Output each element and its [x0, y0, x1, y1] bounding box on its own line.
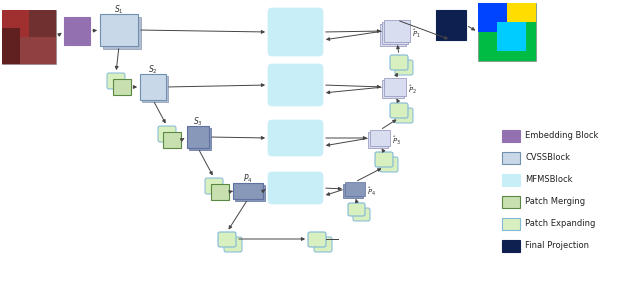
FancyBboxPatch shape: [348, 203, 365, 216]
Text: $S_2$: $S_2$: [148, 64, 158, 76]
Bar: [502, 152, 520, 164]
Text: Final Projection: Final Projection: [525, 241, 589, 250]
Bar: [113, 79, 131, 95]
FancyBboxPatch shape: [375, 152, 393, 167]
Bar: [502, 130, 520, 142]
Bar: [502, 218, 520, 230]
Bar: [100, 14, 138, 46]
Bar: [384, 78, 406, 96]
Bar: [140, 74, 166, 100]
Bar: [345, 182, 365, 196]
FancyBboxPatch shape: [314, 237, 332, 252]
Bar: [189, 128, 211, 150]
Bar: [478, 3, 507, 32]
Bar: [103, 17, 141, 49]
Bar: [235, 185, 265, 201]
Bar: [382, 22, 408, 44]
Bar: [2, 10, 56, 64]
Bar: [142, 76, 168, 102]
FancyBboxPatch shape: [268, 120, 323, 156]
Bar: [163, 132, 181, 148]
FancyBboxPatch shape: [224, 237, 242, 252]
Text: Patch Expanding: Patch Expanding: [525, 219, 595, 228]
Bar: [507, 3, 536, 22]
Bar: [64, 17, 90, 45]
FancyBboxPatch shape: [390, 55, 408, 70]
Text: $\hat{P}_1$: $\hat{P}_1$: [412, 28, 421, 40]
Text: $\hat{P}_2$: $\hat{P}_2$: [408, 84, 417, 96]
FancyBboxPatch shape: [380, 157, 398, 172]
Bar: [2, 28, 20, 64]
Bar: [2, 10, 29, 37]
Bar: [502, 240, 520, 252]
FancyBboxPatch shape: [205, 178, 223, 194]
Bar: [368, 132, 388, 148]
Bar: [187, 126, 209, 148]
Bar: [502, 196, 520, 208]
Bar: [382, 80, 404, 98]
FancyBboxPatch shape: [353, 208, 370, 221]
Text: CVSSBlock: CVSSBlock: [525, 153, 570, 162]
Bar: [380, 24, 406, 46]
FancyBboxPatch shape: [158, 126, 176, 142]
Bar: [502, 174, 520, 186]
FancyBboxPatch shape: [268, 8, 323, 56]
FancyBboxPatch shape: [390, 103, 408, 118]
Text: $\hat{P}_3$: $\hat{P}_3$: [392, 135, 401, 147]
Bar: [29, 10, 56, 37]
Text: $P_4$: $P_4$: [243, 173, 253, 185]
Bar: [497, 22, 526, 51]
FancyBboxPatch shape: [308, 232, 326, 247]
Text: $S_3$: $S_3$: [193, 116, 203, 128]
FancyBboxPatch shape: [218, 232, 236, 247]
Text: MFMSBlock: MFMSBlock: [525, 176, 573, 185]
Bar: [211, 184, 229, 200]
Text: Embedding Block: Embedding Block: [525, 132, 598, 140]
Bar: [370, 130, 390, 146]
Bar: [478, 3, 536, 61]
Text: Patch Merging: Patch Merging: [525, 198, 585, 207]
Text: $S_1$: $S_1$: [114, 4, 124, 16]
Bar: [20, 37, 56, 64]
Bar: [384, 20, 410, 42]
FancyBboxPatch shape: [107, 73, 125, 89]
FancyBboxPatch shape: [395, 108, 413, 123]
Bar: [233, 183, 263, 199]
FancyBboxPatch shape: [395, 60, 413, 75]
Bar: [436, 10, 466, 40]
FancyBboxPatch shape: [268, 64, 323, 106]
Text: $\hat{P}_4$: $\hat{P}_4$: [367, 186, 376, 198]
Bar: [343, 184, 363, 198]
FancyBboxPatch shape: [268, 172, 323, 204]
